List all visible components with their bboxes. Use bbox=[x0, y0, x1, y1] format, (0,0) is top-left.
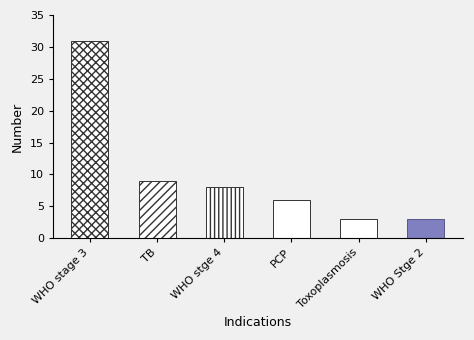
Bar bbox=[407, 219, 444, 238]
Bar bbox=[72, 40, 109, 238]
Bar bbox=[206, 187, 243, 238]
Bar bbox=[340, 219, 377, 238]
Bar bbox=[138, 181, 175, 238]
X-axis label: Indications: Indications bbox=[224, 316, 292, 329]
Bar bbox=[273, 200, 310, 238]
Y-axis label: Number: Number bbox=[11, 102, 24, 152]
